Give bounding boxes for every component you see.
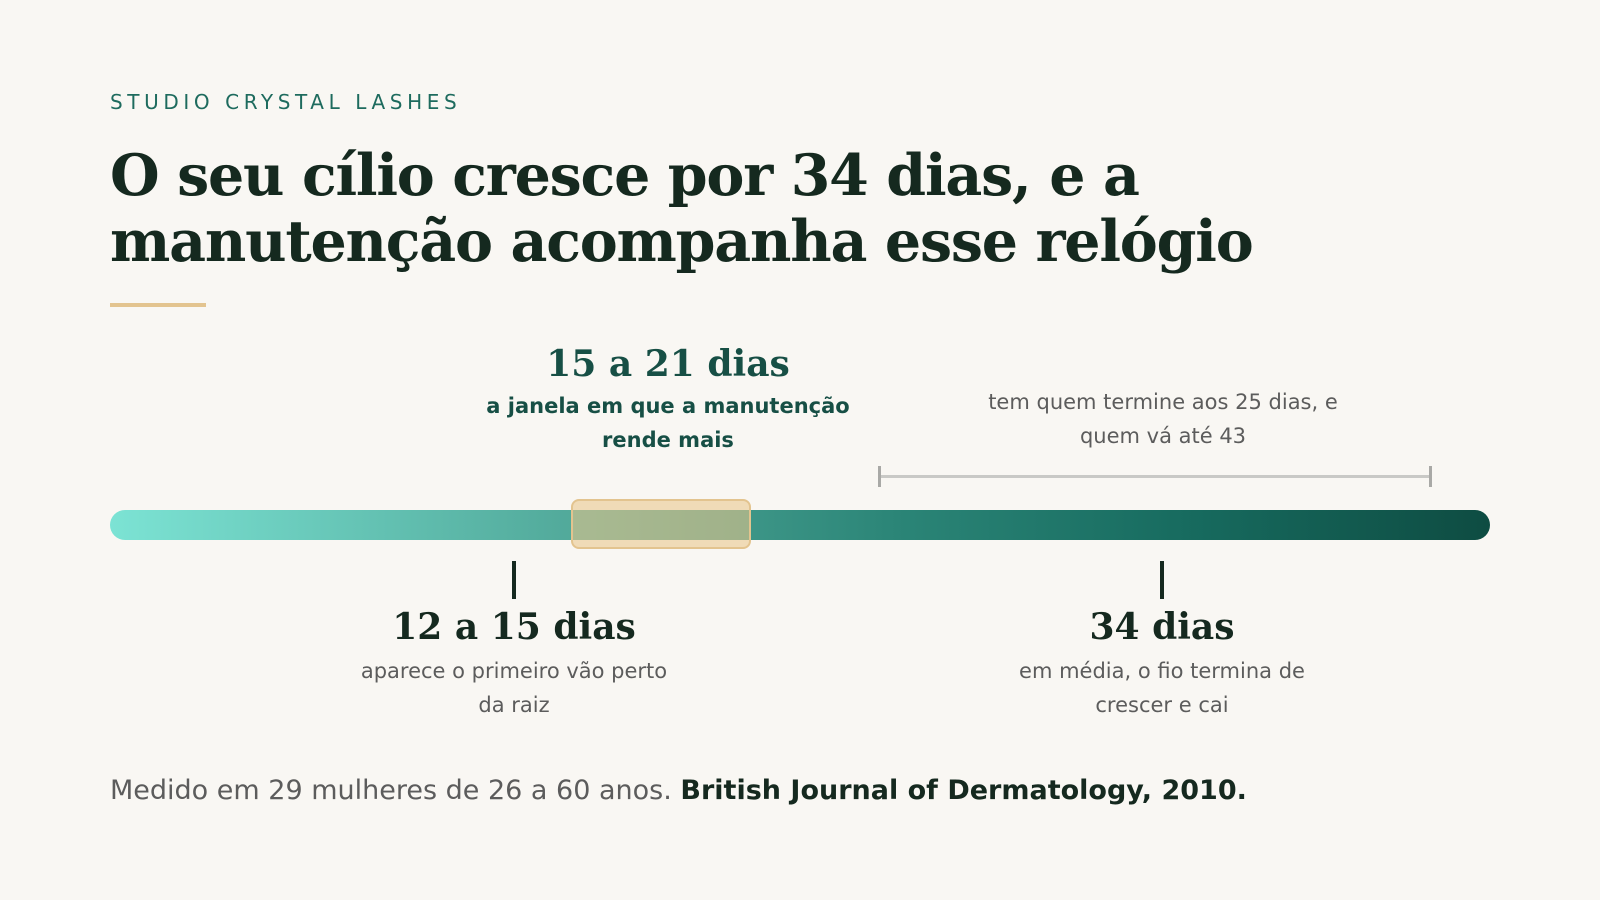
maintenance-window-highlight bbox=[571, 499, 751, 549]
brand-name: STUDIO CRYSTAL LASHES bbox=[110, 90, 462, 114]
maintenance-window-value: 15 a 21 dias bbox=[546, 343, 790, 385]
cycle-end-value: 34 dias bbox=[1089, 606, 1235, 648]
variation-range-end-cap bbox=[1429, 466, 1432, 487]
cycle-end-label: 34 dias em média, o fio termina de cresc… bbox=[997, 606, 1327, 722]
cycle-end-description: em média, o fio termina de crescer e cai bbox=[1019, 659, 1305, 717]
variation-description: tem quem termine aos 25 dias, e quem vá … bbox=[988, 390, 1338, 448]
maintenance-window-description: a janela em que a manutenção rende mais bbox=[486, 394, 850, 452]
source-text: Medido em 29 mulheres de 26 a 60 anos. bbox=[110, 775, 672, 806]
page-title: O seu cílio cresce por 34 dias, e a manu… bbox=[110, 142, 1254, 275]
variation-label: tem quem termine aos 25 dias, e quem vá … bbox=[983, 385, 1343, 453]
variation-range-line bbox=[879, 475, 1431, 478]
first-gap-description: aparece o primeiro vão perto da raiz bbox=[360, 659, 668, 717]
variation-range-start-cap bbox=[878, 466, 881, 487]
source-citation: British Journal of Dermatology, 2010. bbox=[680, 775, 1247, 806]
maintenance-window-label: 15 a 21 dias a janela em que a manutençã… bbox=[478, 343, 858, 457]
first-gap-label: 12 a 15 dias aparece o primeiro vão pert… bbox=[349, 606, 679, 722]
growth-timeline-bar bbox=[110, 510, 1490, 540]
headline-accent-rule bbox=[110, 303, 206, 307]
first-gap-value: 12 a 15 dias bbox=[392, 606, 636, 648]
cycle-tick-marker bbox=[1160, 561, 1164, 599]
gap-tick-marker bbox=[512, 561, 516, 599]
source-note: Medido em 29 mulheres de 26 a 60 anos. B… bbox=[110, 775, 1247, 806]
